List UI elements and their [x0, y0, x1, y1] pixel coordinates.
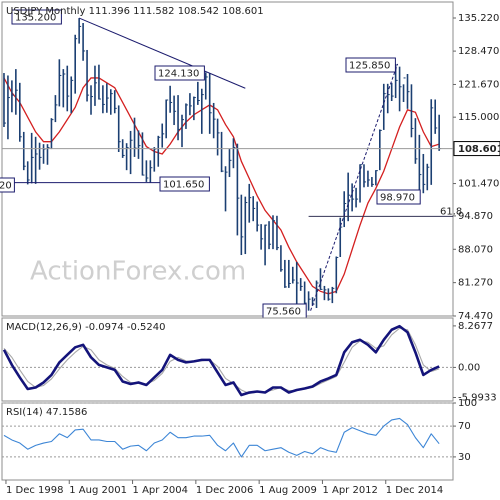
annotation-box	[154, 65, 205, 81]
y-tick-label: 128.470	[458, 46, 499, 57]
y-tick-label: 70	[458, 421, 471, 432]
y-tick-label: 100	[458, 398, 477, 409]
annotation-label: 98.970	[380, 193, 415, 204]
annotation-box	[0, 177, 15, 193]
y-tick-label: 0.00	[458, 362, 480, 373]
annotation-label: 135.200	[15, 13, 56, 24]
y-tick-label: -5.9933	[458, 393, 497, 404]
indicator-line	[3, 327, 440, 395]
indicator-line	[3, 417, 440, 458]
y-tick-label: 135.220	[458, 13, 499, 24]
annotation-box	[345, 57, 396, 73]
annotation-label: 125.850	[349, 61, 390, 72]
panel-title: USDJPY Monthly 111.396 111.582 108.542 1…	[6, 6, 264, 17]
y-tick-label: 8.2677	[458, 321, 493, 332]
annotation-box	[11, 9, 62, 25]
annotation-box	[376, 189, 421, 205]
y-tick-label: 94.870	[458, 211, 493, 222]
panel-frame	[1, 1, 454, 317]
x-tick-label: 1 Dec 1998	[6, 485, 64, 496]
annotation-label: 75.560	[266, 307, 301, 318]
trendline	[78, 17, 246, 89]
y-tick-label: 101.470	[458, 179, 499, 190]
x-tick-label: 1 Apr 2004	[133, 485, 188, 496]
annotation-box	[159, 176, 210, 192]
y-tick-label: 81.270	[458, 278, 493, 289]
y-tick-label: 88.070	[458, 244, 493, 255]
trendline	[310, 63, 399, 311]
panel-title: RSI(14) 47.1586	[6, 407, 87, 418]
annotation-label: 61.8	[440, 207, 462, 218]
last-price-label: 108.601	[458, 144, 500, 155]
annotation-label: 101.650	[163, 180, 204, 191]
moving-average	[3, 77, 440, 295]
x-tick-label: 1 Aug 2001	[69, 485, 127, 496]
last-price-tag	[453, 141, 500, 157]
y-tick-label: 115.000	[458, 112, 499, 123]
x-tick-label: 1 Dec 2006	[196, 485, 254, 496]
watermark: ActionForex.com	[30, 257, 246, 287]
y-tick-label: 74.470	[458, 311, 493, 322]
panel-frame	[1, 317, 454, 402]
annotation-label: 124.130	[158, 69, 199, 80]
indicator-line	[2, 324, 440, 397]
annotation-label: 20	[0, 181, 12, 192]
panel-title: MACD(12,26,9) -0.0974 -0.5240	[6, 322, 166, 333]
x-tick-label: 1 Aug 2009	[259, 485, 317, 496]
y-tick-label: 30	[458, 452, 471, 463]
x-tick-label: 1 Apr 2012	[322, 485, 377, 496]
x-tick-label: 1 Dec 2014	[386, 485, 444, 496]
y-tick-label: 121.670	[458, 79, 499, 90]
